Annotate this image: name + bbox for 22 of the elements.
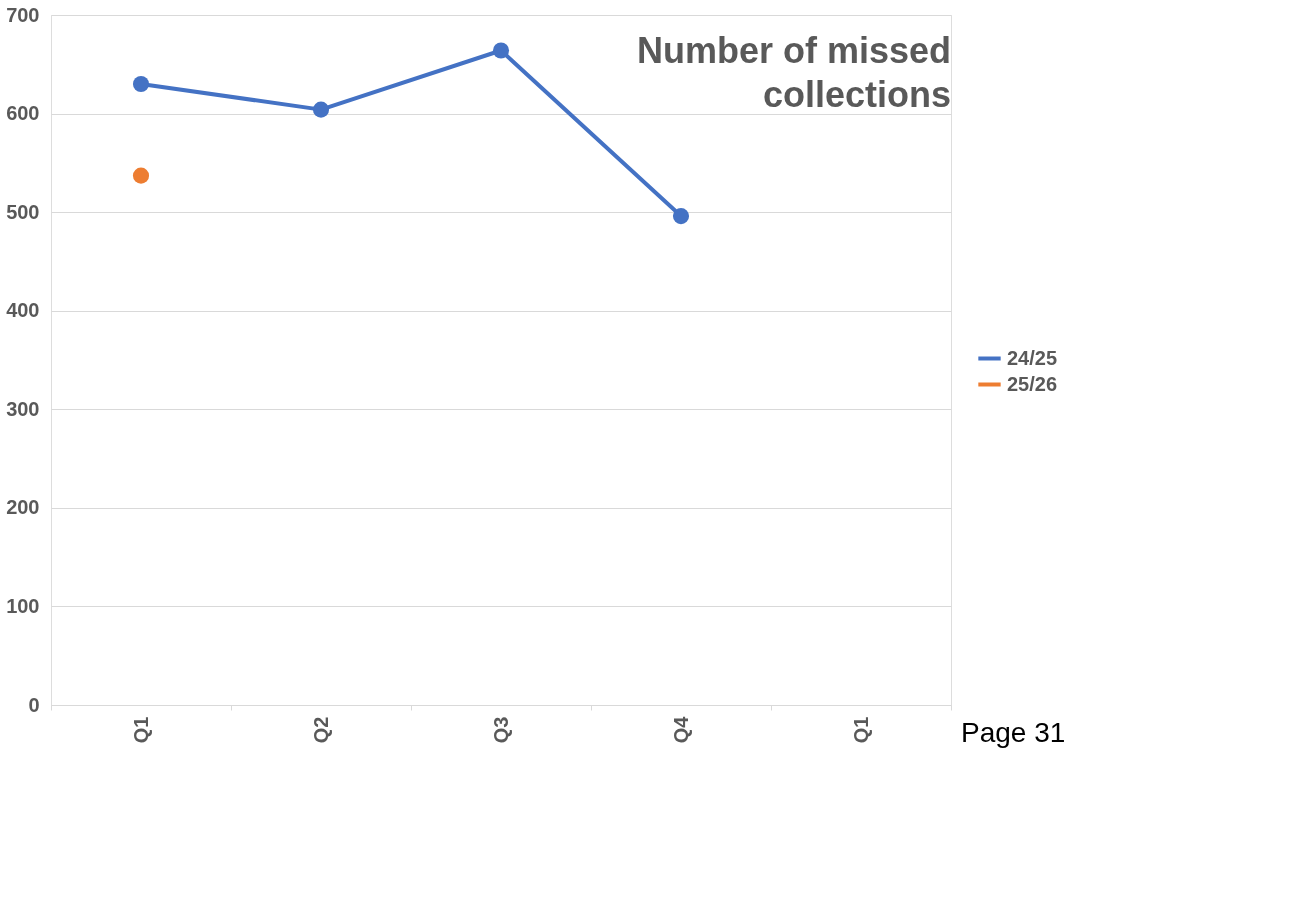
x-tick-label: Q2 [309,716,332,744]
y-tick-label: 600 [6,102,40,125]
point [132,75,150,93]
point [312,101,330,118]
y-tick-label: 700 [6,3,40,26]
y-tick-label: 500 [6,200,40,223]
text: Number of missed collections [636,30,951,115]
y-tick-label: 300 [6,397,40,420]
point [132,167,150,184]
y-tick-label: 400 [6,299,40,322]
point [672,208,690,225]
y-tick-label: 100 [6,594,40,617]
x-tick-label: Q1 [849,716,872,744]
legend-label: 24/25 [1007,346,1058,369]
text: Page 31 [961,717,1066,748]
x-tick-label: Q4 [669,715,692,744]
y-tick-label: 0 [28,693,40,716]
y-tick-label: 200 [6,496,40,519]
point [492,42,510,59]
x-tick-label: Q1 [129,716,152,744]
x-tick-label: Q3 [489,716,512,744]
legend-label: 25/26 [1007,372,1058,395]
